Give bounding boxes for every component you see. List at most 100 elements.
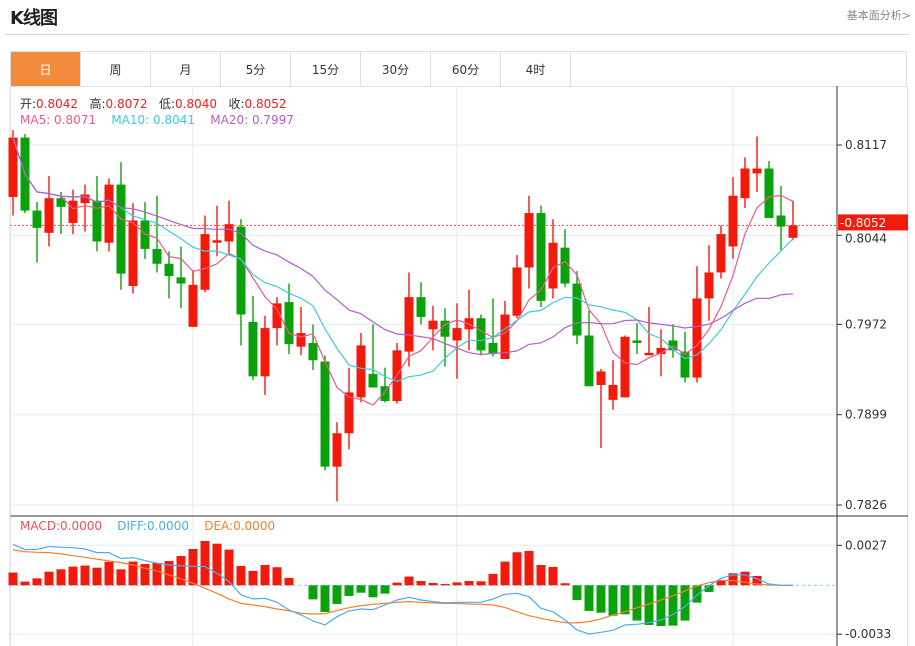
high-label: 高: xyxy=(89,97,106,111)
candle-body xyxy=(548,242,558,289)
candle xyxy=(560,229,570,288)
low-value: 0.8040 xyxy=(175,97,218,111)
fundamental-analysis-link[interactable]: 基本面分析> xyxy=(846,9,911,22)
candle xyxy=(260,315,270,395)
macd-bar xyxy=(752,575,762,586)
macd-bar xyxy=(632,585,642,621)
dea-value: DEA:0.0000 xyxy=(204,519,276,533)
tab-60min[interactable]: 60分 xyxy=(431,52,501,86)
candle-body xyxy=(188,284,198,327)
macd-bar xyxy=(680,585,690,621)
candle-body xyxy=(692,298,702,378)
candle-body xyxy=(596,371,606,385)
macd-bar xyxy=(404,576,414,586)
candle xyxy=(404,272,414,367)
candle xyxy=(188,269,198,327)
tab-4hour[interactable]: 4时 xyxy=(501,52,571,86)
macd-bar xyxy=(212,543,222,586)
macd-bar xyxy=(656,585,666,627)
macd-bar xyxy=(668,585,678,626)
candle-body xyxy=(752,168,762,174)
ma10-line xyxy=(12,137,794,383)
tab-month[interactable]: 月 xyxy=(151,52,221,86)
candle-body xyxy=(164,263,174,277)
candle xyxy=(500,300,510,360)
candle-body xyxy=(776,215,786,227)
macd-bar xyxy=(344,585,354,596)
candle xyxy=(212,205,222,257)
candle-body xyxy=(272,303,282,329)
candle-body xyxy=(488,342,498,355)
candle-body xyxy=(200,234,210,290)
candle-body xyxy=(296,333,306,347)
candle xyxy=(176,246,186,309)
macd-bar xyxy=(56,569,66,586)
candle-body xyxy=(728,195,738,247)
tab-15min[interactable]: 15分 xyxy=(291,52,361,86)
macd-bar xyxy=(584,585,594,611)
candle xyxy=(572,271,582,345)
candle-body xyxy=(44,198,54,233)
candle-body xyxy=(452,328,462,341)
macd-bar xyxy=(464,581,474,586)
candle-body xyxy=(332,433,342,467)
candle xyxy=(344,367,354,450)
candle xyxy=(284,283,294,355)
candle-body xyxy=(212,240,222,243)
candle xyxy=(392,342,402,404)
candle-body xyxy=(788,225,798,238)
candle xyxy=(608,360,618,410)
tab-30min[interactable]: 30分 xyxy=(361,52,431,86)
candle-body xyxy=(140,220,150,249)
macd-bar xyxy=(596,585,606,613)
candle xyxy=(776,185,786,251)
last-price-label: -0.8052 xyxy=(840,216,886,230)
macd-bar xyxy=(44,571,54,586)
period-tabs: 日 周 月 5分 15分 30分 60分 4时 xyxy=(10,51,907,86)
candle xyxy=(164,251,174,299)
candle xyxy=(764,161,774,218)
macd-bar xyxy=(224,549,234,586)
candle-body xyxy=(416,297,426,317)
ohlc-legend: 开:0.8042 高:0.8072 低:0.8040 收:0.8052 xyxy=(20,95,287,112)
candle xyxy=(788,200,798,241)
candle xyxy=(752,136,762,193)
candle-body xyxy=(608,385,618,400)
candle-body xyxy=(620,336,630,398)
macd-bar xyxy=(644,585,654,626)
macd-bar xyxy=(608,585,618,616)
ma10-value: MA10: 0.8041 xyxy=(111,113,195,127)
tab-5min[interactable]: 5分 xyxy=(221,52,291,86)
candle-body xyxy=(716,234,726,273)
candle-body xyxy=(584,335,594,387)
ma-legend: MA5: 0.8071 MA10: 0.8041 MA20: 0.7997 xyxy=(20,113,294,127)
candle-body xyxy=(644,352,654,356)
tab-day[interactable]: 日 xyxy=(11,52,81,86)
candle-body xyxy=(440,320,450,337)
candle xyxy=(248,295,258,381)
candle-body xyxy=(260,328,270,377)
candle-body xyxy=(524,213,534,268)
macd-legend: MACD:0.0000 DIFF:0.0000 DEA:0.0000 xyxy=(20,519,275,533)
candle xyxy=(416,282,426,325)
macd-bar xyxy=(620,585,630,615)
candle xyxy=(104,178,114,252)
close-value: 0.8052 xyxy=(244,97,287,111)
page-title: K线图 xyxy=(10,8,58,29)
macd-bar xyxy=(92,567,102,586)
candle-body xyxy=(500,314,510,360)
candle xyxy=(128,203,138,294)
tab-week[interactable]: 周 xyxy=(81,52,151,86)
candle-body xyxy=(248,321,258,377)
candle-body xyxy=(344,392,354,434)
y-tick-label: 0.7972 xyxy=(845,317,887,331)
macd-bar xyxy=(8,572,18,586)
macd-bar xyxy=(80,565,90,586)
macd-y-tick-label: -0.0033 xyxy=(845,627,891,641)
candle-body xyxy=(380,386,390,402)
candle-body xyxy=(512,267,522,316)
candle-body xyxy=(308,342,318,361)
macd-bar xyxy=(560,583,570,586)
candle xyxy=(512,255,522,319)
